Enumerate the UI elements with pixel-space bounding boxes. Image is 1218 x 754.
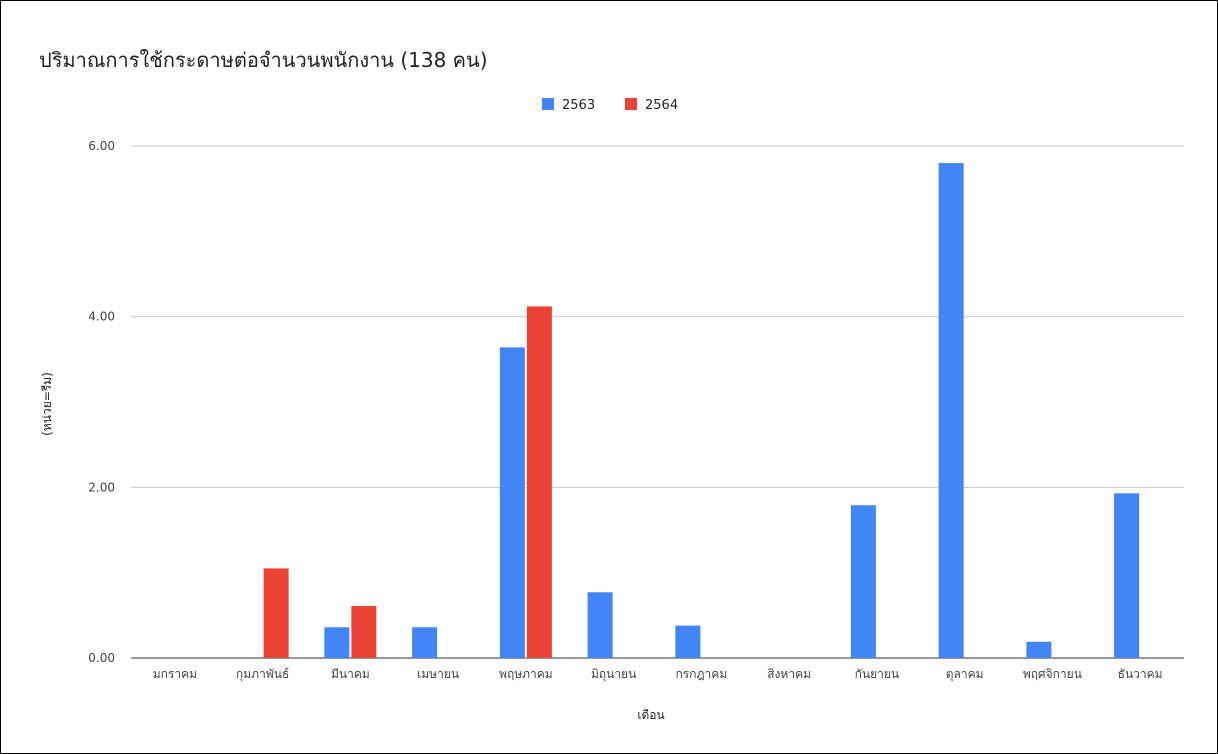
x-tick-label: พฤษภาคม: [499, 667, 553, 681]
y-tick-label: 2.00: [88, 480, 115, 494]
legend-swatch-2564: [625, 98, 637, 110]
bar-2564-5: [526, 306, 552, 658]
chart-title: ปริมาณการใช้กระดาษต่อจำนวนพนักงาน (138 ค…: [39, 48, 488, 72]
bar-2563-12: [1114, 493, 1140, 658]
x-axis-label: เดือน: [637, 708, 664, 722]
x-tick-label: กุมภาพันธ์: [236, 667, 289, 682]
y-tick-label: 0.00: [88, 651, 115, 665]
y-tick-label: 6.00: [88, 139, 115, 153]
bar-2563-9: [850, 505, 876, 658]
bars: [263, 163, 1140, 659]
bar-2563-7: [675, 625, 701, 658]
x-tick-label: เมษายน: [417, 667, 459, 681]
x-axis-ticks: มกราคม กุมภาพันธ์ มีนาคม เมษายน พฤษภาคม มิถุน…: [153, 667, 1163, 682]
bar-2563-4: [412, 627, 438, 658]
bar-2563-3: [324, 627, 350, 658]
bar-2564-2: [263, 568, 289, 658]
legend: 2563 2564: [542, 98, 678, 113]
bar-2563-10: [938, 163, 964, 659]
x-tick-label: พฤศจิกายน: [1023, 667, 1082, 681]
bar-2564-3: [351, 605, 377, 658]
x-tick-label: มิถุนายน: [591, 667, 636, 682]
bar-2563-11: [1026, 641, 1052, 658]
y-axis-label: (หน่วย=รีม): [40, 372, 54, 436]
gridlines: [131, 145, 1184, 659]
x-tick-label: มกราคม: [153, 667, 197, 681]
legend-label-2564: 2564: [645, 98, 678, 113]
y-axis-ticks: 0.00 2.00 4.00 6.00: [88, 139, 115, 665]
x-tick-label: มีนาคม: [331, 667, 370, 681]
x-tick-label: ธันวาคม: [1118, 667, 1163, 681]
bar-2563-6: [587, 592, 613, 658]
bar-2563-5: [499, 347, 525, 658]
legend-swatch-2563: [542, 98, 554, 110]
legend-label-2563: 2563: [562, 98, 595, 113]
y-tick-label: 4.00: [88, 310, 115, 324]
x-tick-label: สิงหาคม: [767, 667, 811, 681]
x-tick-label: กันยายน: [855, 667, 899, 681]
x-tick-label: กรกฎาคม: [676, 667, 728, 681]
x-tick-label: ตุลาคม: [946, 667, 984, 682]
